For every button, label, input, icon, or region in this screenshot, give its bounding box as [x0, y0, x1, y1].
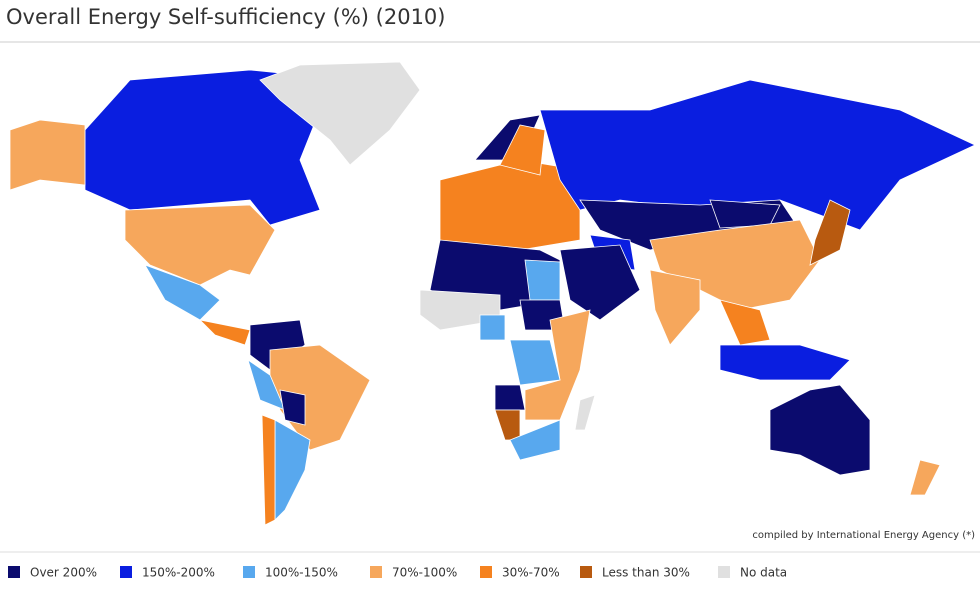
saudi-arabia [559, 244, 641, 321]
world-map [9, 61, 976, 526]
greenland [259, 61, 421, 166]
credit: compiled by International Energy Agency … [752, 530, 975, 541]
central-america [198, 319, 251, 346]
egypt [524, 259, 561, 301]
alaska [9, 119, 86, 191]
legend-label: No data [740, 566, 787, 580]
legend-label: Less than 30% [602, 566, 690, 580]
legend-swatch [370, 566, 382, 578]
bolivia [279, 389, 306, 426]
mexico [144, 264, 221, 321]
angola [494, 384, 526, 411]
south-africa [509, 419, 561, 461]
legend-swatch [580, 566, 592, 578]
central-africa [509, 339, 561, 386]
legend-swatch [718, 566, 730, 578]
chile [261, 414, 276, 526]
india [649, 269, 701, 346]
legend-swatch [243, 566, 255, 578]
new-zealand [909, 459, 941, 496]
sweden-finland [499, 124, 546, 176]
legend-swatch [120, 566, 132, 578]
madagascar [574, 394, 596, 431]
east-africa [524, 309, 591, 421]
legend-label: 70%-100% [392, 566, 457, 580]
japan [809, 199, 851, 266]
legend-label: 150%-200% [142, 566, 215, 580]
title: Overall Energy Self-sufficiency (%) (201… [6, 5, 445, 29]
southeast-asia [719, 299, 771, 346]
legend-label: Over 200% [30, 566, 97, 580]
legend-swatch [8, 566, 20, 578]
nigeria [479, 314, 506, 341]
legend-label: 30%-70% [502, 566, 560, 580]
namibia [494, 409, 521, 441]
usa [124, 204, 276, 286]
legend: Over 200% 150%-200% 100%-150% 70%-100% 30%-7… [8, 566, 787, 580]
indonesia [719, 344, 851, 381]
canada [84, 69, 321, 226]
legend-swatch [480, 566, 492, 578]
legend-label: 100%-150% [265, 566, 338, 580]
australia [769, 384, 871, 476]
